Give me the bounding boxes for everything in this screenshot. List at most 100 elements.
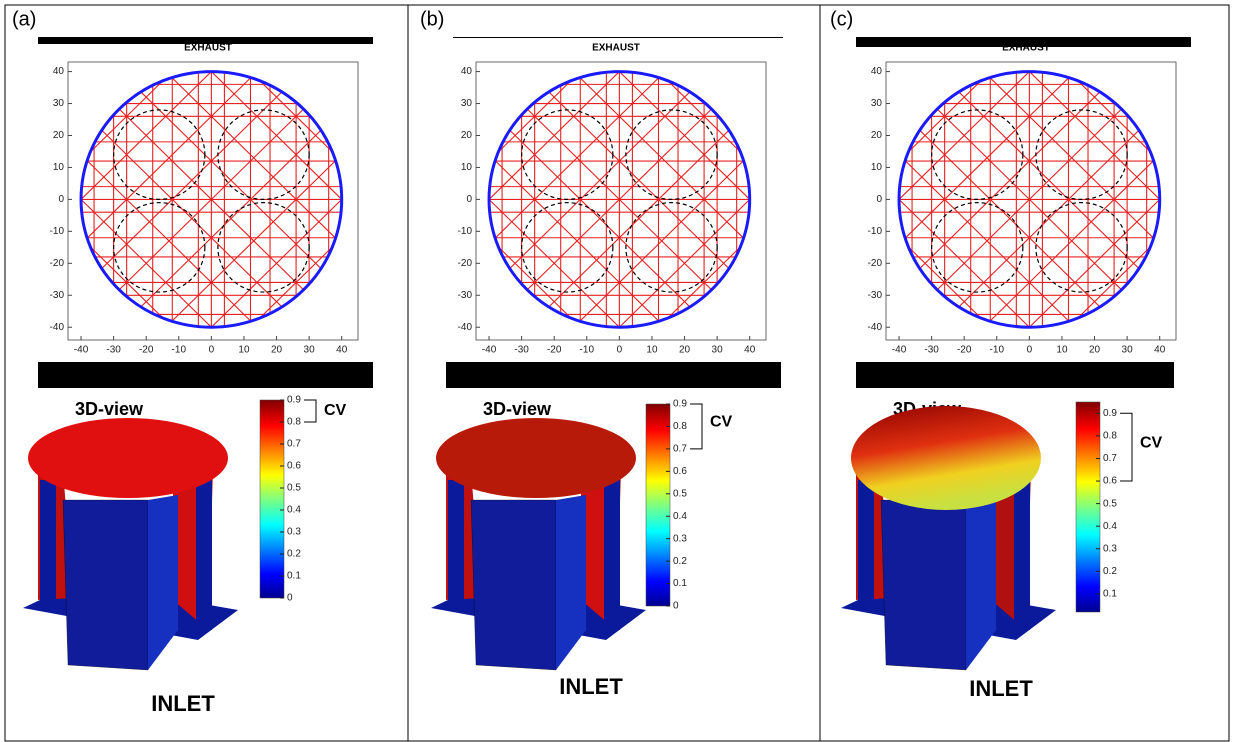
pillar-front (62, 499, 149, 671)
x-tick-label: -30 (106, 345, 121, 356)
pillar-right (148, 495, 178, 670)
y-tick-label: -30 (50, 290, 65, 301)
y-tick-label: 0 (58, 194, 64, 205)
inlet-bar (856, 362, 1174, 388)
colorbar-tick-label: 0.1 (1103, 589, 1117, 600)
top (851, 406, 1041, 510)
pillar-right (556, 495, 586, 670)
inlet-label: INLET (151, 691, 215, 716)
pillar-front (880, 499, 967, 671)
target-circle (113, 109, 206, 201)
target-circle (521, 109, 614, 201)
view-label: 3D-view (75, 399, 144, 419)
cv-bracket (1120, 412, 1133, 482)
colorbar-tick-label: 0.6 (673, 466, 687, 477)
x-tick-label: 40 (336, 345, 348, 356)
x-tick-label: -20 (957, 345, 972, 356)
colorbar-tick-label: 0.4 (673, 511, 687, 522)
pillar-left (40, 480, 56, 608)
y-tick-label: 30 (871, 98, 883, 109)
y-tick-label: 40 (461, 66, 473, 77)
x-tick-label: -30 (924, 345, 939, 356)
y-tick-label: 20 (461, 130, 473, 141)
x-tick-label: 0 (1027, 345, 1033, 356)
target-circle (1035, 201, 1128, 293)
y-tick-label: -20 (458, 258, 473, 269)
cv-label: CV (1140, 434, 1163, 451)
x-tick-label: 30 (712, 345, 724, 356)
pillar-front (470, 499, 557, 671)
surface-3d (841, 406, 1056, 671)
x-tick-label: 20 (679, 345, 691, 356)
y-tick-label: 30 (53, 98, 65, 109)
x-tick-label: 40 (1154, 345, 1166, 356)
boundary (487, 70, 752, 329)
y-tick-label: -30 (458, 290, 473, 301)
x-tick-label: 10 (1056, 345, 1068, 356)
colorbar (259, 399, 285, 599)
target-circle (1035, 109, 1128, 201)
colorbar-tick-label: 0.5 (673, 488, 687, 499)
x-tick-label: 10 (646, 345, 658, 356)
exhaust-label: EXHAUST (592, 43, 640, 54)
pillar-left (448, 480, 464, 608)
y-tick-label: -20 (868, 258, 883, 269)
exhaust-bar (453, 37, 783, 38)
target-circle (113, 201, 206, 293)
target-circle (217, 109, 310, 201)
colorbar-tick-label: 0.5 (1103, 498, 1117, 509)
surface-3d (23, 418, 238, 671)
inlet-bar (446, 362, 781, 388)
top (436, 418, 636, 498)
x-tick-label: 30 (1122, 345, 1134, 356)
boundary (79, 70, 344, 329)
y-tick-label: 40 (871, 66, 883, 77)
y-tick-label: -40 (50, 322, 65, 333)
cv-label: CV (710, 414, 733, 431)
colorbar-tick-label: 0.7 (1103, 453, 1117, 464)
y-tick-label: -10 (868, 226, 883, 237)
x-tick-label: -40 (482, 345, 497, 356)
cv-bracket (690, 403, 703, 450)
colorbar-tick-label: 0.8 (287, 417, 301, 428)
y-tick-label: 0 (466, 194, 472, 205)
view-label: 3D-view (483, 399, 552, 419)
colorbar-tick-label: 0.7 (287, 439, 301, 450)
pillar-far (196, 480, 212, 630)
exhaust-label: EXHAUST (184, 43, 232, 54)
colorbar-tick-label: 0.5 (287, 483, 301, 494)
table-border (4, 4, 1230, 742)
inlet-label: INLET (559, 674, 623, 699)
cv-label: CV (324, 402, 347, 419)
target-circle (521, 201, 614, 293)
x-tick-label: 20 (1089, 345, 1101, 356)
colorbar-tick-label: 0.8 (1103, 431, 1117, 442)
cv-bracket (304, 399, 317, 423)
colorbar-tick-label: 0.9 (287, 395, 301, 406)
colorbar-tick-label: 0.1 (287, 571, 301, 582)
y-tick-label: 0 (876, 194, 882, 205)
y-tick-label: -40 (868, 322, 883, 333)
colorbar-tick-label: 0.9 (1103, 408, 1117, 419)
colorbar-tick-label: 0.3 (673, 533, 687, 544)
x-tick-label: -10 (990, 345, 1005, 356)
colorbar-tick-label: 0.1 (673, 578, 687, 589)
x-tick-label: 0 (209, 345, 215, 356)
colorbar-tick-label: 0.7 (673, 444, 687, 455)
colorbar-tick-label: 0.9 (673, 399, 687, 410)
exhaust-bar (38, 37, 373, 44)
x-tick-label: -40 (892, 345, 907, 356)
colorbar-tick-label: 0.8 (673, 421, 687, 432)
x-tick-label: 40 (744, 345, 756, 356)
x-tick-label: -20 (139, 345, 154, 356)
target-circle (931, 201, 1024, 293)
colorbar-tick-label: 0 (673, 601, 679, 612)
target-circle (931, 109, 1024, 201)
x-tick-label: -10 (580, 345, 595, 356)
colorbar-tick-label: 0.3 (1103, 543, 1117, 554)
y-tick-label: -30 (868, 290, 883, 301)
pillar-left (858, 480, 874, 608)
top (28, 418, 228, 498)
x-tick-label: 30 (304, 345, 316, 356)
